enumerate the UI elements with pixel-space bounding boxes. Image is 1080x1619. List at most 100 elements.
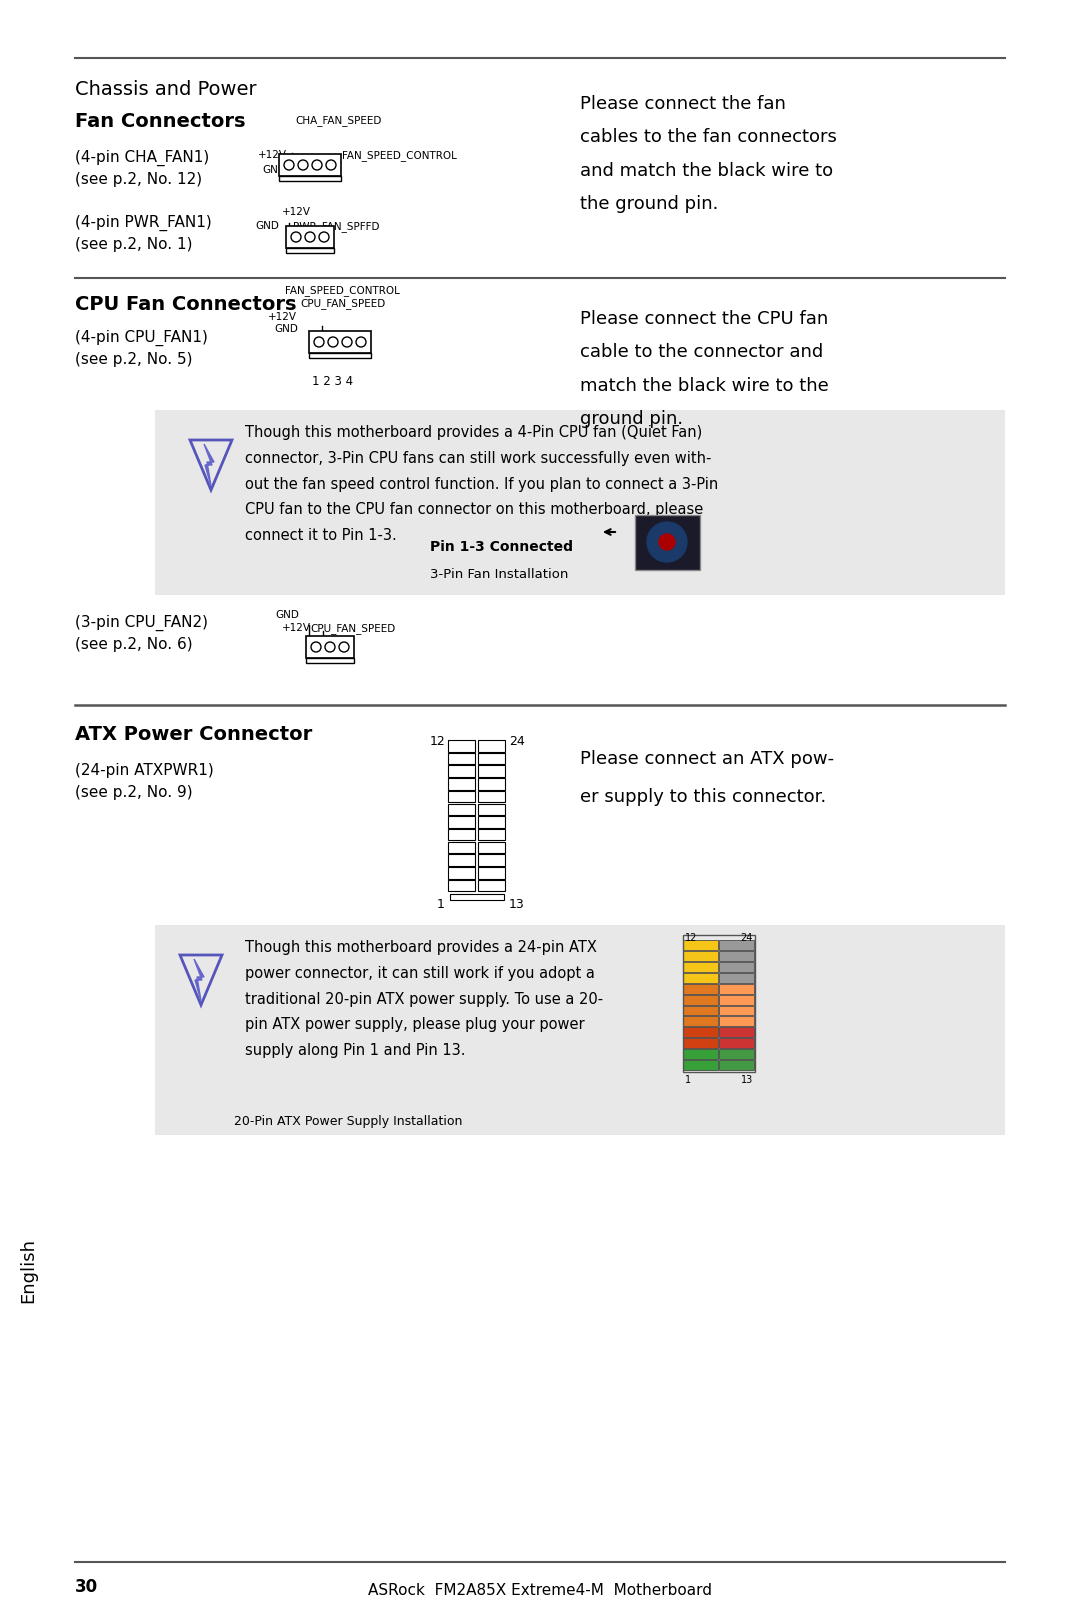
Bar <box>478 803 505 814</box>
Text: (24-pin ATXPWR1): (24-pin ATXPWR1) <box>75 763 214 779</box>
Circle shape <box>659 534 675 550</box>
Bar <box>279 154 341 176</box>
Text: 20-Pin ATX Power Supply Installation: 20-Pin ATX Power Supply Installation <box>233 1115 462 1128</box>
Circle shape <box>284 160 294 170</box>
Bar <box>719 1060 754 1070</box>
Text: 1: 1 <box>437 899 445 911</box>
Bar <box>448 816 475 827</box>
Bar <box>719 973 754 983</box>
Bar <box>478 790 505 803</box>
Text: CHA_FAN_SPEED: CHA_FAN_SPEED <box>295 115 381 126</box>
Bar <box>309 353 372 358</box>
Bar <box>286 227 334 248</box>
Text: 12: 12 <box>685 933 698 942</box>
Text: 30: 30 <box>75 1579 98 1596</box>
Text: CPU_FAN_SPEED: CPU_FAN_SPEED <box>300 298 386 309</box>
Circle shape <box>311 643 321 652</box>
Text: ASRock  FM2A85X Extreme4-M  Motherboard: ASRock FM2A85X Extreme4-M Motherboard <box>368 1583 712 1598</box>
Bar <box>156 410 1005 596</box>
Text: GND: GND <box>255 222 279 232</box>
Circle shape <box>325 643 335 652</box>
Text: (4-pin CPU_FAN1): (4-pin CPU_FAN1) <box>75 330 207 346</box>
Bar <box>635 515 700 570</box>
Bar <box>683 1017 718 1026</box>
Text: +12V: +12V <box>258 151 287 160</box>
Text: (see p.2, No. 12): (see p.2, No. 12) <box>75 172 202 188</box>
Text: er supply to this connector.: er supply to this connector. <box>580 788 826 806</box>
Bar <box>719 941 754 950</box>
Bar <box>448 779 475 790</box>
Text: 1 2 3 4: 1 2 3 4 <box>312 376 353 389</box>
Bar <box>448 842 475 853</box>
Circle shape <box>298 160 308 170</box>
Bar <box>683 984 718 994</box>
Circle shape <box>328 337 338 346</box>
Text: CPU Fan Connectors: CPU Fan Connectors <box>75 295 297 314</box>
Text: 24: 24 <box>741 933 753 942</box>
Text: 13: 13 <box>741 1075 753 1085</box>
Bar <box>683 1060 718 1070</box>
Text: 13: 13 <box>509 899 525 911</box>
Bar <box>719 1028 754 1038</box>
Bar <box>478 879 505 890</box>
Bar <box>478 740 505 751</box>
Text: (see p.2, No. 6): (see p.2, No. 6) <box>75 636 192 652</box>
Bar <box>448 790 475 803</box>
Bar <box>448 753 475 764</box>
Bar <box>478 842 505 853</box>
Bar <box>683 1049 718 1059</box>
Circle shape <box>319 232 329 241</box>
Bar <box>448 803 475 814</box>
Text: 12: 12 <box>429 735 445 748</box>
Bar <box>306 657 354 664</box>
Circle shape <box>314 337 324 346</box>
Circle shape <box>356 337 366 346</box>
Text: Pin 1-3 Connected: Pin 1-3 Connected <box>430 541 573 554</box>
Bar <box>478 753 505 764</box>
Text: +12V: +12V <box>282 207 311 217</box>
Bar <box>683 994 718 1004</box>
Bar <box>478 816 505 827</box>
Bar <box>478 779 505 790</box>
Circle shape <box>305 232 315 241</box>
Bar <box>683 1005 718 1015</box>
Bar <box>450 894 504 900</box>
Text: Fan Connectors: Fan Connectors <box>75 112 245 131</box>
Bar <box>478 766 505 777</box>
Circle shape <box>291 232 301 241</box>
Bar <box>448 829 475 840</box>
Bar <box>719 950 754 960</box>
Bar <box>719 994 754 1004</box>
Bar <box>683 1028 718 1038</box>
Bar <box>683 973 718 983</box>
Text: (see p.2, No. 5): (see p.2, No. 5) <box>75 351 192 368</box>
Circle shape <box>339 643 349 652</box>
Text: (4-pin CHA_FAN1): (4-pin CHA_FAN1) <box>75 151 210 167</box>
Text: FAN_SPEED_CONTROL: FAN_SPEED_CONTROL <box>342 151 457 160</box>
Bar <box>683 1038 718 1047</box>
Bar <box>683 962 718 971</box>
Text: (4-pin PWR_FAN1): (4-pin PWR_FAN1) <box>75 215 212 232</box>
Bar <box>683 936 755 1072</box>
Bar <box>719 984 754 994</box>
Text: +12V: +12V <box>282 623 311 633</box>
Text: PWR_FAN_SPFFD: PWR_FAN_SPFFD <box>293 222 379 232</box>
Text: Please connect an ATX pow-: Please connect an ATX pow- <box>580 750 834 767</box>
Bar <box>279 176 341 181</box>
Bar <box>719 1005 754 1015</box>
Bar <box>719 1049 754 1059</box>
Text: Chassis and Power: Chassis and Power <box>75 79 257 99</box>
Circle shape <box>647 521 687 562</box>
Bar <box>683 941 718 950</box>
Bar <box>448 868 475 879</box>
Text: GND: GND <box>262 165 286 175</box>
Bar <box>309 330 372 353</box>
Polygon shape <box>194 958 204 1001</box>
Text: +12V: +12V <box>268 312 297 322</box>
Circle shape <box>312 160 322 170</box>
Bar <box>448 766 475 777</box>
Bar <box>719 1017 754 1026</box>
Polygon shape <box>204 444 214 486</box>
Circle shape <box>326 160 336 170</box>
Bar <box>156 924 1005 1135</box>
